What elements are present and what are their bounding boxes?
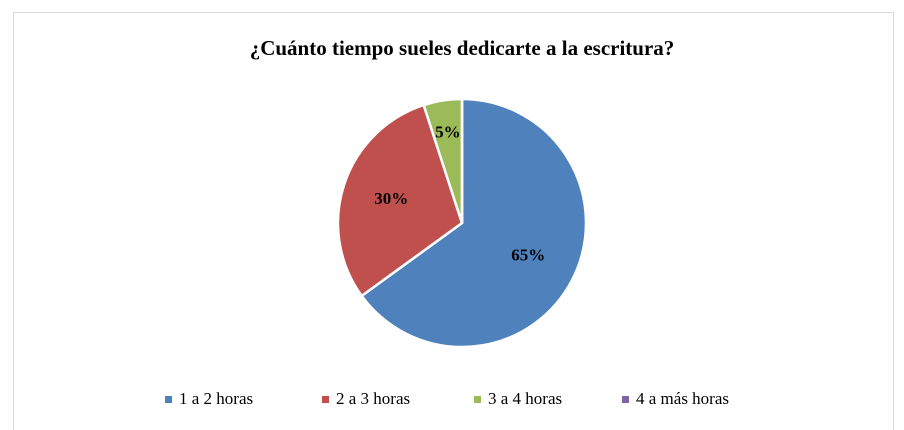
data-label: 65% (511, 246, 545, 265)
legend-marker (622, 396, 629, 403)
legend-label: 1 a 2 horas (179, 389, 253, 408)
legend-label: 3 a 4 horas (488, 389, 562, 408)
legend-label: 4 a más horas (636, 389, 729, 408)
chart-title: ¿Cuánto tiempo sueles dedicarte a la esc… (250, 36, 675, 60)
legend-marker (474, 396, 481, 403)
data-label: 5% (435, 123, 461, 142)
pie-slice (336, 103, 464, 298)
legend-marker (165, 396, 172, 403)
pie-slice (359, 97, 588, 349)
legend-marker (322, 396, 329, 403)
legend-label: 2 a 3 horas (336, 389, 410, 408)
data-label: 30% (374, 189, 408, 208)
